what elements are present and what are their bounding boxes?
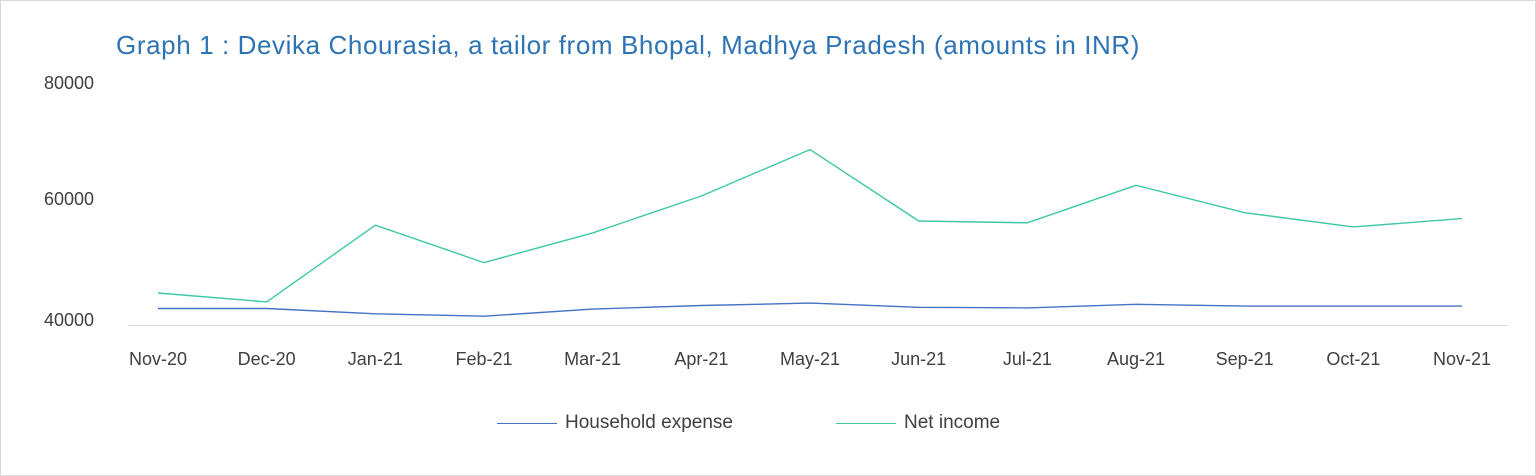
y-axis-ticks: 80000 60000 40000 <box>44 73 94 330</box>
chart-title: Graph 1 : Devika Chourasia, a tailor fro… <box>116 30 1141 60</box>
series-line-household-expense <box>158 302 1462 317</box>
x-tick-label: Feb-21 <box>455 349 512 369</box>
x-tick-label: Nov-21 <box>1433 349 1491 369</box>
x-tick-label: Jun-21 <box>891 349 946 369</box>
x-tick-label: Sep-21 <box>1216 349 1274 369</box>
legend-label-household-expense: Household expense <box>565 412 733 433</box>
x-tick-label: Dec-20 <box>238 349 296 369</box>
legend-item-net-income: Net income <box>836 412 1000 434</box>
series-line-net-income <box>157 148 1463 303</box>
x-tick-label: Nov-20 <box>129 349 187 369</box>
y-tick-label: 60000 <box>44 189 94 209</box>
x-tick-label: Jul-21 <box>1003 349 1052 369</box>
series-lines <box>157 148 1463 317</box>
legend-label-net-income: Net income <box>904 412 1001 433</box>
x-tick-label: Jan-21 <box>348 349 403 369</box>
legend-swatch-net-income <box>836 422 896 424</box>
x-tick-label: Oct-21 <box>1326 349 1380 369</box>
x-tick-label: Aug-21 <box>1107 349 1165 369</box>
x-tick-label: May-21 <box>780 349 840 369</box>
y-tick-label: 40000 <box>44 310 94 330</box>
legend-item-household-expense: Household expense <box>497 412 733 434</box>
x-tick-label: Mar-21 <box>564 349 621 369</box>
x-axis-ticks: Nov-20 Dec-20 Jan-21 Feb-21 Mar-21 Apr-21 May-… <box>129 349 1491 369</box>
legend-swatch-household-expense <box>497 422 557 424</box>
x-tick-label: Apr-21 <box>674 349 728 369</box>
y-tick-label: 80000 <box>44 73 94 93</box>
